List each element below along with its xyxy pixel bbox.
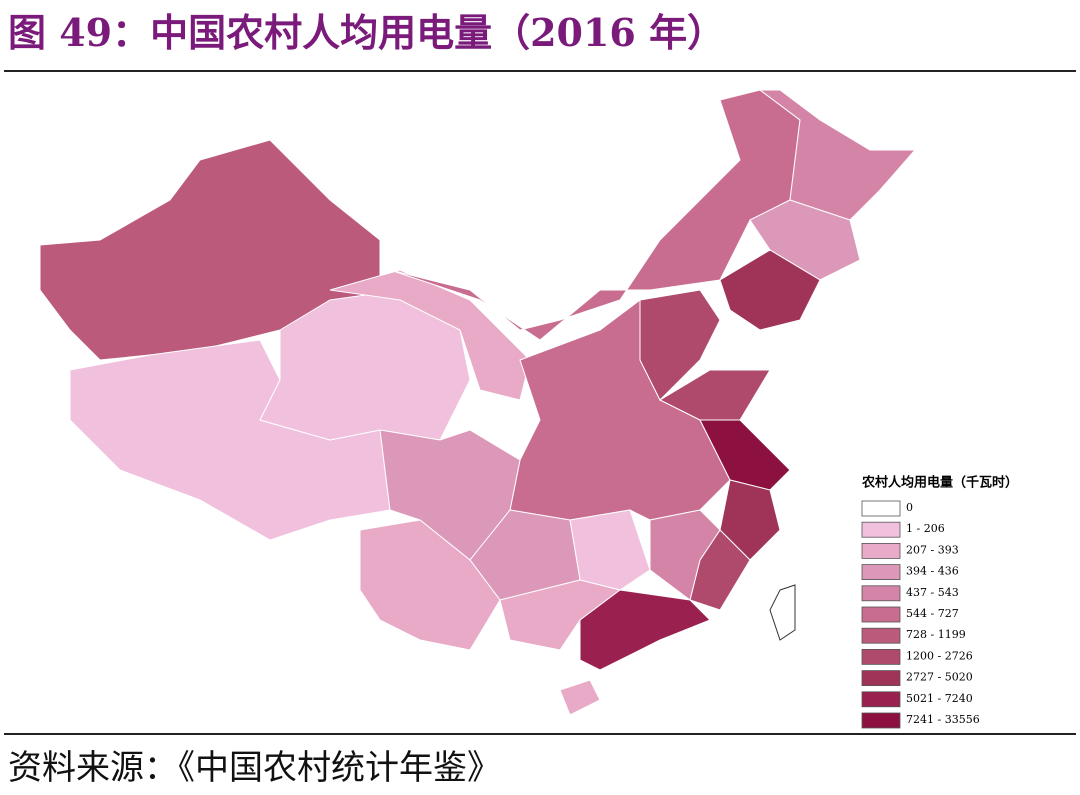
region bbox=[699, 419, 791, 491]
legend-swatch bbox=[861, 500, 901, 517]
legend-swatch bbox=[861, 627, 901, 644]
region bbox=[758, 89, 917, 221]
rule bbox=[4, 733, 1076, 735]
region bbox=[559, 679, 601, 716]
legend-label: 207 - 393 bbox=[906, 543, 959, 556]
region bbox=[359, 519, 501, 651]
legend-label: 5021 - 7240 bbox=[906, 692, 973, 705]
legend-swatch bbox=[861, 670, 901, 686]
provinces bbox=[39, 89, 917, 716]
region bbox=[579, 589, 711, 671]
legend-label: 2727 - 5020 bbox=[906, 671, 973, 684]
legend-swatch bbox=[861, 712, 901, 729]
legend: 0 1 - 206 207 - 393 394 - 436 437 - 543 544 -… bbox=[861, 500, 980, 729]
region bbox=[719, 249, 821, 331]
legend-swatch bbox=[861, 649, 901, 665]
legend-label: 728 - 1199 bbox=[906, 628, 966, 641]
legend-label: 7241 - 33556 bbox=[906, 713, 980, 726]
legend-swatch bbox=[861, 543, 901, 559]
legend-label: 1200 - 2726 bbox=[906, 649, 973, 662]
legend-label: 544 - 727 bbox=[906, 607, 959, 620]
legend-swatch bbox=[861, 585, 901, 602]
map: 农村人均用电量（千瓦时） 0 1 - 206 207 - 393 394 - 436 4… bbox=[39, 89, 1018, 729]
region bbox=[658, 369, 771, 421]
legend-swatch bbox=[861, 521, 901, 538]
legend-swatch bbox=[861, 564, 901, 580]
legend-swatch bbox=[861, 691, 901, 708]
legend-label: 394 - 436 bbox=[906, 565, 959, 578]
region bbox=[39, 139, 381, 361]
legend-label: 437 - 543 bbox=[906, 586, 959, 599]
rule bbox=[4, 70, 1076, 72]
title: 图 49：中国农村人均用电量（2016 年） bbox=[8, 10, 726, 55]
region bbox=[569, 509, 651, 591]
legend-label: 0 bbox=[906, 501, 913, 514]
legend-title: 农村人均用电量（千瓦时） bbox=[861, 475, 1018, 491]
source: 资料来源：《中国农村统计年鉴》 bbox=[8, 748, 501, 788]
region bbox=[639, 289, 721, 401]
region bbox=[769, 584, 796, 641]
region bbox=[719, 479, 781, 561]
legend-label: 1 - 206 bbox=[906, 522, 945, 535]
legend-swatch bbox=[861, 606, 901, 623]
